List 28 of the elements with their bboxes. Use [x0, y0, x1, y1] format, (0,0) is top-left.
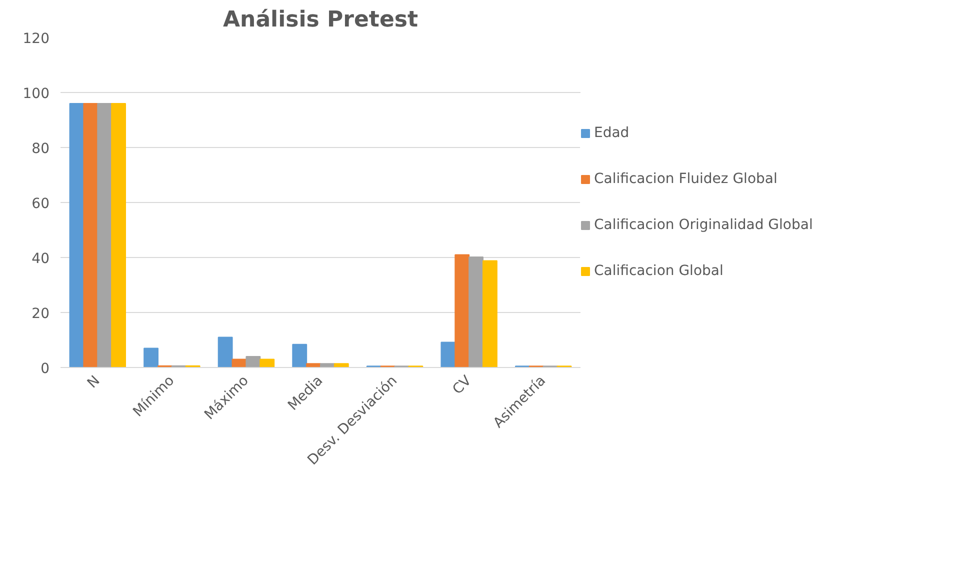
legend-label: Calificacion Global: [594, 263, 724, 279]
bar: [218, 336, 233, 368]
chart-title: Análisis Pretest: [223, 8, 418, 32]
bar: [292, 344, 308, 368]
legend-label: Calificacion Fluidez Global: [594, 171, 778, 187]
y-tick-label: 100: [22, 86, 50, 102]
y-tick-label: 20: [32, 306, 50, 322]
bar: [482, 260, 498, 368]
bar: [111, 103, 126, 368]
legend-label: Calificacion Originalidad Global: [594, 217, 813, 233]
bar: [440, 342, 456, 368]
x-tick-label: CV: [450, 372, 476, 398]
bar: [454, 254, 470, 368]
y-tick-label: 120: [22, 31, 50, 47]
bar: [468, 256, 484, 368]
bar: [334, 363, 349, 368]
bar: [83, 103, 98, 368]
y-tick-label: 0: [40, 361, 50, 377]
bar: [69, 103, 84, 368]
y-tick-label: 40: [32, 251, 50, 267]
legend-label: Edad: [594, 125, 630, 141]
bar: [246, 356, 261, 368]
bar: [144, 348, 158, 368]
y-tick-label: 60: [32, 196, 50, 212]
x-tick-label: N: [84, 372, 104, 392]
bar: [97, 103, 112, 368]
bar: [260, 358, 275, 368]
y-tick-label: 80: [32, 141, 50, 157]
